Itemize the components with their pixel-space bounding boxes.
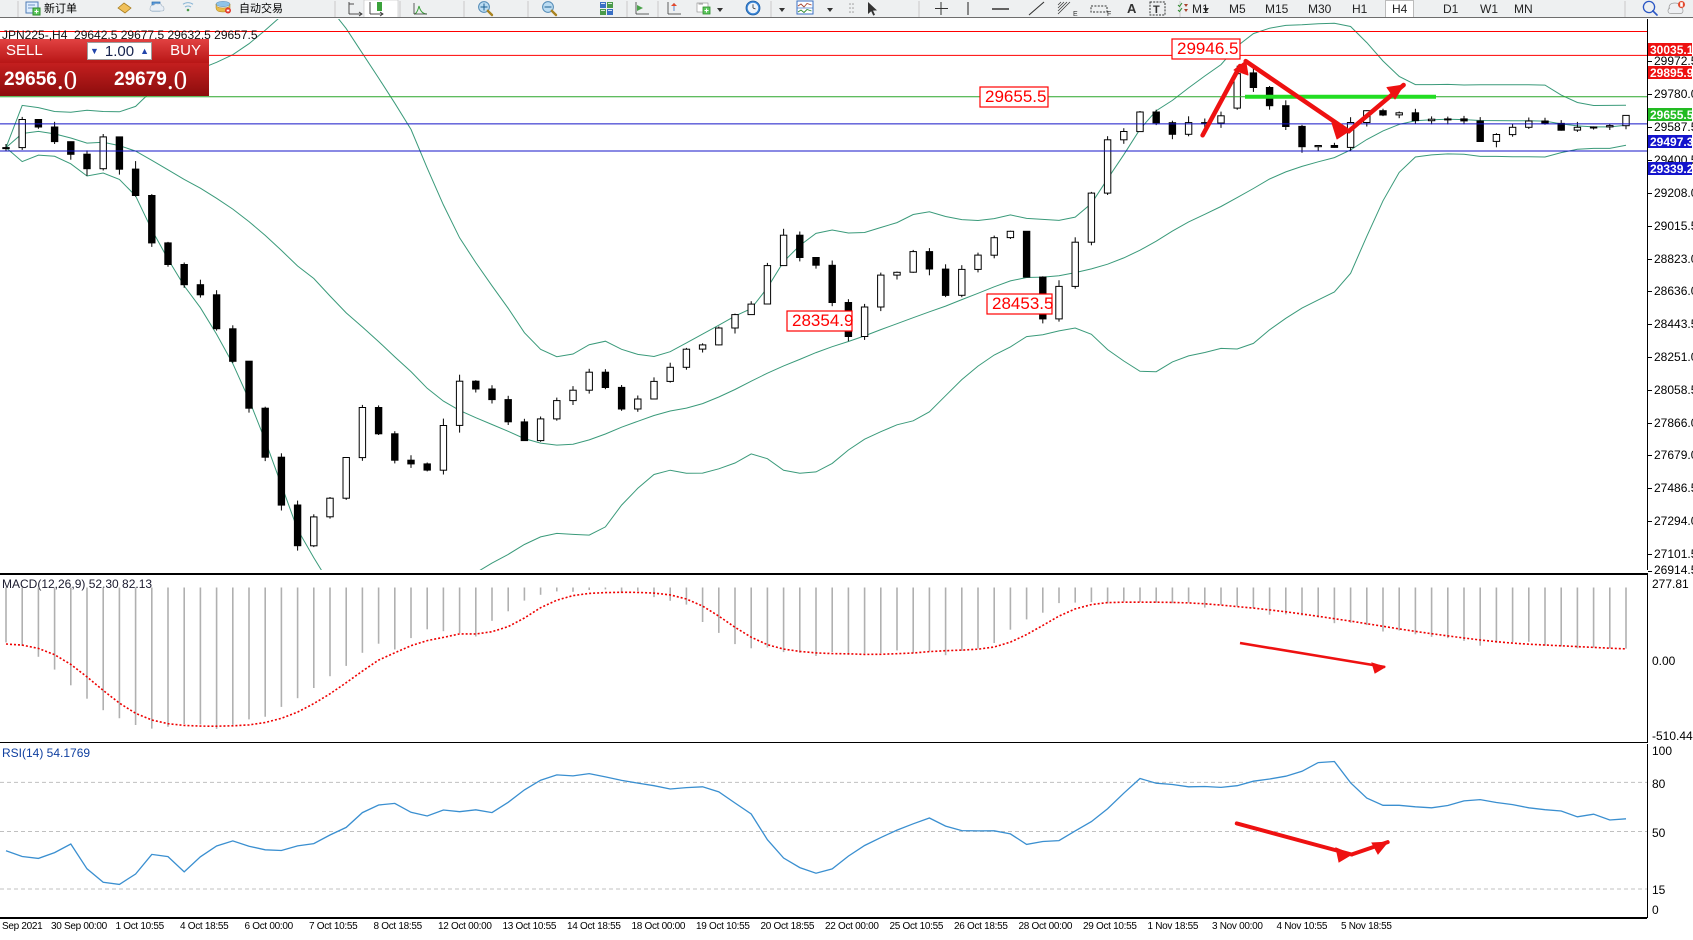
svg-text:29946.5: 29946.5 [1177, 39, 1238, 58]
svg-text:28354.9: 28354.9 [792, 311, 853, 330]
svg-text:A: A [1127, 1, 1137, 16]
svg-text:F: F [1107, 11, 1111, 18]
svg-text:T: T [1153, 4, 1160, 16]
svg-text:28453.5: 28453.5 [992, 294, 1053, 313]
svg-text:E: E [1073, 11, 1078, 18]
svg-text:29655.5: 29655.5 [985, 87, 1046, 106]
svg-text:自动交易: 自动交易 [239, 1, 283, 15]
svg-text:新订单: 新订单 [44, 1, 77, 15]
